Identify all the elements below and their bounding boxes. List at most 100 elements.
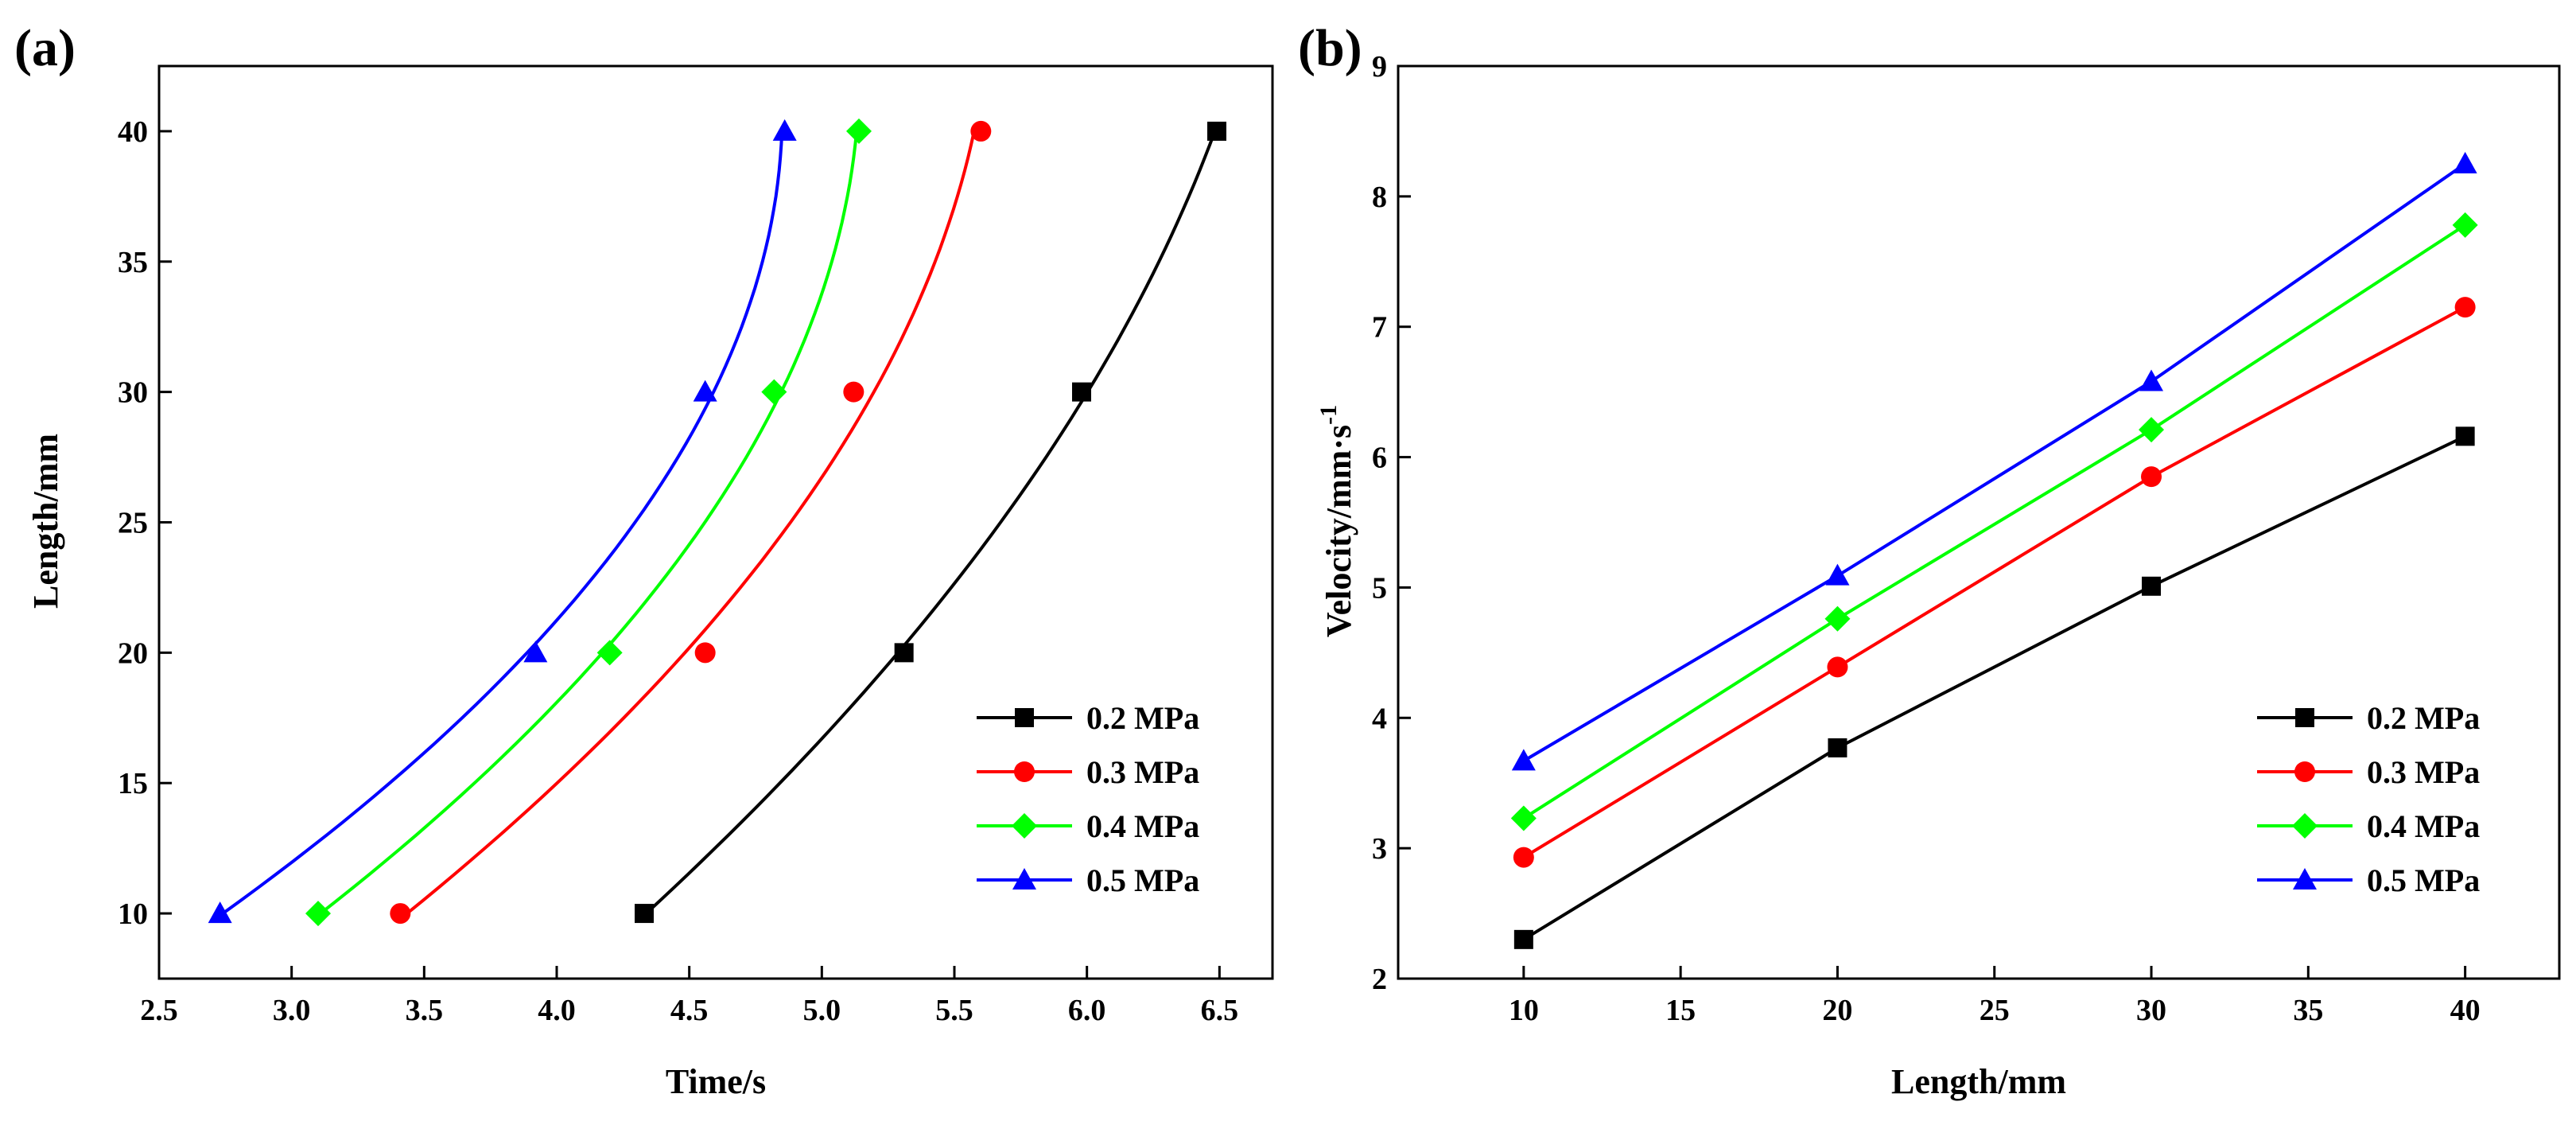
x-tick-label: 6.5: [1201, 994, 1239, 1027]
panel-b-y-axis-title: Velocity/mm·s-1: [1315, 405, 1358, 637]
panel-a-series-layer: [208, 118, 1226, 927]
y-tick-label: 3: [1372, 832, 1387, 866]
panel-b-y-axis-title-main: Velocity/mm·s: [1319, 425, 1358, 637]
legend-label: 0.4 MPa: [1086, 808, 1199, 844]
legend-label: 0.5 MPa: [2367, 862, 2480, 898]
panel-b-data-point: [2452, 212, 2478, 238]
panel-b-data-point: [2141, 466, 2162, 488]
y-tick-label: 15: [118, 767, 148, 800]
x-tick-label: 6.0: [1068, 994, 1106, 1027]
y-tick-label: 7: [1372, 311, 1387, 345]
legend-marker: [2294, 761, 2315, 782]
panel-a-data-point: [1207, 121, 1226, 141]
panel-a-x-axis-title: Time/s: [666, 1062, 766, 1101]
panel-b-legend: 0.2 MPa 0.3 MPa 0.4 MPa 0.5 MPa: [2257, 700, 2480, 898]
y-tick-label: 20: [118, 636, 148, 670]
panel-b-data-point: [1511, 749, 1536, 771]
panel-b-series-layer: [1510, 151, 2478, 949]
y-tick-label: 40: [118, 115, 148, 149]
panel-b-data-point: [1510, 805, 1537, 831]
legend-label: 0.2 MPa: [2367, 700, 2480, 736]
panel-a-data-point: [596, 640, 623, 666]
panel-b-data-point: [2142, 576, 2162, 596]
panel-b-y-axis-title-superscript: -1: [1315, 405, 1342, 425]
panel-b-series-line: [1522, 162, 2466, 763]
x-tick-label: 25: [1980, 994, 2010, 1027]
panel-b-x-axis-title: Length/mm: [1891, 1062, 2066, 1101]
x-tick-label: 4.0: [538, 994, 576, 1027]
panel-b-data-point: [1513, 847, 1534, 868]
y-tick-label: 25: [118, 507, 148, 540]
panel-a-data-point: [694, 642, 716, 664]
panel-b-series-line: [1522, 224, 2466, 820]
x-tick-label: 2.5: [140, 994, 178, 1027]
panel-a-series-line: [222, 130, 784, 915]
panel-a-data-point: [1072, 382, 1091, 402]
panel-a-data-point: [208, 901, 232, 924]
x-tick-label: 4.5: [670, 994, 709, 1027]
x-tick-label: 30: [2136, 994, 2166, 1027]
panel-b-data-point: [2139, 417, 2165, 443]
panel-a-data-point: [635, 904, 654, 924]
legend-marker: [1012, 868, 1036, 889]
y-tick-label: 30: [118, 376, 148, 410]
x-tick-label: 5.0: [803, 994, 841, 1027]
panel-a-data-point: [523, 640, 548, 663]
panel-a-chart: (a) 2.5 3.0 3.5 4.0 4.5 5.0 5.5 6.0 6.5 10 15 20 25…: [14, 19, 1274, 1101]
panel-a-data-point: [970, 120, 992, 142]
panel-b-series-line: [1522, 434, 2466, 941]
panel-b-data-point: [1825, 563, 1850, 586]
y-tick-label: 8: [1372, 181, 1387, 214]
y-tick-label: 9: [1372, 50, 1387, 84]
panel-b-plot-frame: [1397, 64, 2561, 980]
panel-a-data-point: [693, 380, 717, 402]
y-tick-label: 5: [1372, 571, 1387, 605]
panel-a-data-point: [843, 381, 864, 403]
panel-b-series-line: [1522, 306, 2466, 859]
panel-a-series-line: [319, 130, 858, 915]
y-tick-label: 4: [1372, 702, 1387, 735]
panel-a-data-point: [772, 119, 797, 141]
legend-marker: [1015, 708, 1034, 727]
panel-b-tag: (b): [1298, 19, 1362, 77]
panel-a-data-point: [846, 118, 872, 144]
panel-b-data-point: [2453, 151, 2477, 173]
x-tick-label: 3.5: [406, 994, 444, 1027]
panel-a-x-ticks: 2.5 3.0 3.5 4.0 4.5 5.0 5.5 6.0 6.5: [140, 966, 1238, 1027]
panel-a-tag: (a): [14, 19, 76, 77]
panel-b-data-point: [2139, 369, 2164, 391]
legend-label: 0.4 MPa: [2367, 808, 2480, 844]
panel-b-data-point: [1828, 738, 1847, 757]
panel-a-data-point: [894, 643, 914, 663]
panel-b-data-point: [2454, 297, 2476, 318]
panel-a-data-point: [305, 901, 331, 927]
legend-label: 0.3 MPa: [2367, 754, 2480, 790]
legend-marker: [1014, 761, 1035, 782]
panel-a-series-line: [645, 130, 1217, 915]
panel-b-data-point: [1513, 929, 1533, 949]
legend-marker: [2292, 813, 2318, 839]
panel-b-x-ticks: 10 15 20 25 30 35 40: [1509, 966, 2481, 1027]
x-tick-label: 35: [2293, 994, 2323, 1027]
legend-label: 0.5 MPa: [1086, 862, 1199, 898]
panel-b-chart: (b) 10 15 20 25 30 35 40 2 3 4 5 6 7 8 9 Length/mm Ve…: [1298, 19, 2561, 1101]
legend-marker: [1012, 813, 1037, 839]
x-tick-label: 20: [1822, 994, 1852, 1027]
panel-b-y-ticks: 2 3 4 5 6 7 8 9: [1372, 50, 1411, 996]
legend-marker: [2293, 868, 2317, 889]
y-tick-label: 6: [1372, 442, 1387, 475]
legend-label: 0.2 MPa: [1086, 700, 1199, 736]
panel-a-data-point: [390, 903, 411, 925]
x-tick-label: 40: [2450, 994, 2481, 1027]
panel-a-data-point: [761, 379, 787, 405]
panel-a-y-axis-title: Length/mm: [26, 434, 65, 609]
y-tick-label: 2: [1372, 963, 1387, 996]
y-tick-label: 35: [118, 246, 148, 279]
x-tick-label: 10: [1509, 994, 1539, 1027]
panel-b-data-point: [1824, 605, 1851, 632]
panel-a-series-line: [406, 130, 976, 915]
panel-a-y-ticks: 10 15 20 25 30 35 40: [118, 115, 172, 931]
panel-b-data-point: [2455, 426, 2475, 446]
x-tick-label: 15: [1665, 994, 1696, 1027]
